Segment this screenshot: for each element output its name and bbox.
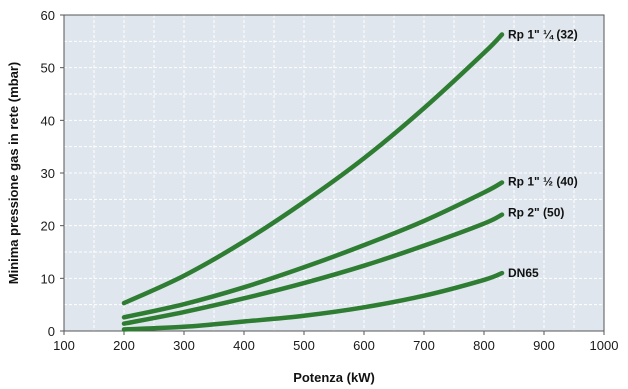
y-tick-label: 10 <box>41 271 55 286</box>
x-tick-label: 300 <box>173 338 195 353</box>
y-tick-label: 60 <box>41 8 55 23</box>
x-tick-label: 100 <box>53 338 75 353</box>
y-tick-label: 20 <box>41 219 55 234</box>
series-line-3 <box>121 270 505 332</box>
x-tick-label: 500 <box>293 338 315 353</box>
grid <box>64 15 604 331</box>
series-line-2 <box>121 212 505 326</box>
series-label-3: DN65 <box>508 266 539 280</box>
series-label-0: Rp 1" ¼ (32) <box>508 27 578 41</box>
x-tick-label: 600 <box>353 338 375 353</box>
x-tick-label: 800 <box>473 338 495 353</box>
x-axis-title: Potenza (kW) <box>293 370 375 385</box>
series-lines <box>121 32 505 332</box>
y-tick-label: 40 <box>41 113 55 128</box>
series-line-0 <box>121 32 505 306</box>
series-label-2: Rp 2" (50) <box>508 206 564 220</box>
y-tick-label: 50 <box>41 61 55 76</box>
x-tick-label: 900 <box>533 338 555 353</box>
y-tick-label: 0 <box>48 324 55 339</box>
x-tick-label: 700 <box>413 338 435 353</box>
axes: 100 200 300 400 500 600 700 800 900 1000 0 10 20 30 40… <box>41 8 619 353</box>
x-tick-label: 400 <box>233 338 255 353</box>
x-tick-label: 200 <box>113 338 135 353</box>
labels: Rp 1" ¼ (32) Rp 1" ½ (40) Rp 2" (50) DN65 <box>508 27 578 280</box>
series-line-1 <box>121 180 505 320</box>
y-tick-label: 30 <box>41 166 55 181</box>
series-label-1: Rp 1" ½ (40) <box>508 174 578 188</box>
x-tick-label: 1000 <box>590 338 619 353</box>
y-axis-title: Minima pressione gas in rete (mbar) <box>6 62 21 285</box>
